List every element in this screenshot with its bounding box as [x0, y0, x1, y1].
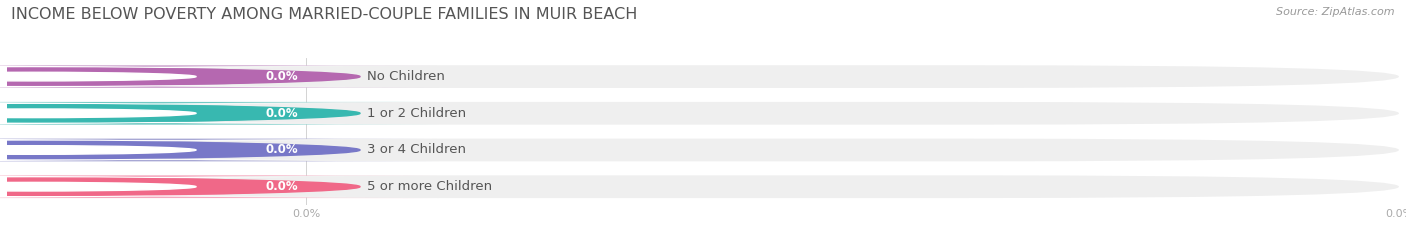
FancyBboxPatch shape [0, 65, 439, 88]
Circle shape [0, 146, 195, 154]
Text: 0.0%: 0.0% [266, 107, 298, 120]
Text: 0.0%: 0.0% [266, 70, 298, 83]
FancyBboxPatch shape [0, 175, 439, 198]
Text: 3 or 4 Children: 3 or 4 Children [367, 144, 465, 157]
Circle shape [0, 141, 360, 159]
Circle shape [0, 182, 195, 191]
Circle shape [0, 72, 195, 81]
FancyBboxPatch shape [7, 65, 1399, 88]
Circle shape [0, 68, 360, 85]
Text: 5 or more Children: 5 or more Children [367, 180, 492, 193]
FancyBboxPatch shape [0, 140, 378, 160]
Text: INCOME BELOW POVERTY AMONG MARRIED-COUPLE FAMILIES IN MUIR BEACH: INCOME BELOW POVERTY AMONG MARRIED-COUPL… [11, 7, 638, 22]
FancyBboxPatch shape [0, 139, 439, 161]
Text: Source: ZipAtlas.com: Source: ZipAtlas.com [1277, 7, 1395, 17]
FancyBboxPatch shape [0, 67, 378, 86]
Text: 0.0%: 0.0% [266, 144, 298, 157]
FancyBboxPatch shape [7, 175, 1399, 198]
FancyBboxPatch shape [7, 102, 1399, 125]
FancyBboxPatch shape [0, 177, 378, 196]
Circle shape [0, 109, 195, 118]
FancyBboxPatch shape [0, 103, 378, 123]
Circle shape [0, 105, 360, 122]
FancyBboxPatch shape [0, 102, 439, 125]
FancyBboxPatch shape [7, 139, 1399, 161]
Text: 0.0%: 0.0% [266, 180, 298, 193]
Text: No Children: No Children [367, 70, 444, 83]
Text: 1 or 2 Children: 1 or 2 Children [367, 107, 467, 120]
Circle shape [0, 178, 360, 195]
